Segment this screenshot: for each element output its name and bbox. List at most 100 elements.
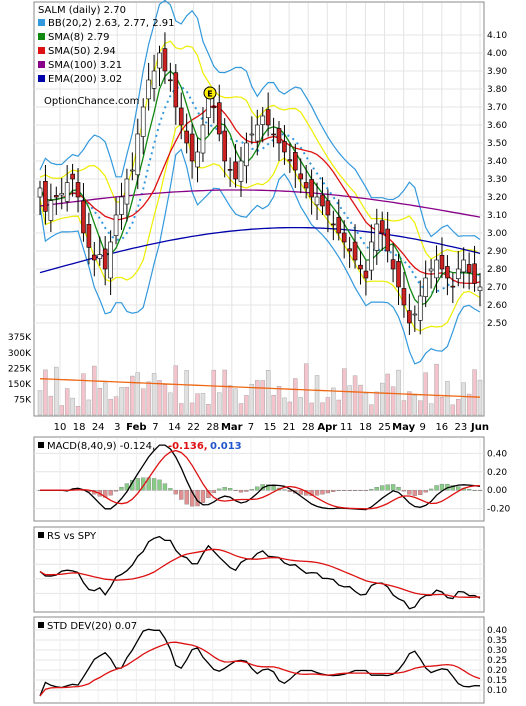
candle-body	[37, 187, 43, 198]
price-indicator-lines	[39, 0, 481, 365]
volume-bar	[434, 363, 439, 416]
volume-bar	[472, 369, 477, 416]
volume-bar	[385, 373, 390, 416]
macd-hist-bar	[347, 490, 352, 491]
volume-bars	[37, 363, 483, 416]
macd-hist-bar	[363, 490, 369, 491]
candle-body	[265, 109, 271, 126]
std-dev-average-line	[39, 641, 481, 697]
macd-hist-bar	[179, 490, 184, 500]
volume-bar	[37, 390, 43, 416]
volume-bar	[374, 391, 379, 416]
x-tick-label: Feb	[126, 422, 146, 433]
candle-body	[92, 254, 97, 261]
volume-tick-label: 225K	[8, 364, 32, 374]
volume-bar	[276, 386, 282, 416]
x-tick-label: 18	[359, 422, 372, 433]
candle-body	[379, 220, 385, 234]
macd-hist-bar	[108, 490, 113, 496]
bollinger-inner-lower-line	[39, 123, 481, 332]
candle-body	[206, 97, 211, 118]
x-tick-label: 15	[264, 422, 277, 433]
volume-bar	[217, 392, 222, 416]
y-tick-label: 3.80	[487, 85, 507, 95]
volume-bar	[227, 385, 233, 416]
macd-legend-swatch	[38, 442, 44, 448]
candle-body	[86, 224, 92, 248]
macd-hist-bar	[331, 490, 336, 492]
candle-body	[461, 259, 467, 273]
macd-hist-bar	[472, 489, 477, 491]
macd-tick-label: 0.00	[487, 486, 507, 496]
x-tick-label: 14	[168, 422, 181, 433]
std-tick-label: 0.30	[487, 646, 507, 656]
y-tick-label: 3.00	[487, 229, 507, 239]
volume-bar	[151, 373, 157, 416]
candle-body	[59, 193, 65, 196]
volume-bar	[293, 378, 298, 416]
candle-body	[238, 160, 244, 182]
x-tick-label: 28	[302, 422, 315, 433]
macd-hist-bar	[157, 479, 162, 491]
macd-hist-bar	[119, 486, 124, 491]
macd-lines	[40, 444, 481, 511]
macd-hist-bar	[352, 490, 358, 491]
x-tick-label: 21	[283, 422, 296, 433]
x-tick-label: 16	[435, 422, 448, 433]
std-lines	[39, 628, 481, 697]
candle-body	[282, 141, 287, 153]
volume-bar	[450, 404, 456, 416]
volume-bar	[102, 382, 108, 416]
x-tick-label: Apr	[317, 422, 337, 433]
candle-body	[254, 124, 260, 142]
macd-signal-value: -0.136,	[168, 441, 208, 452]
x-tick-label: 7	[152, 422, 158, 433]
candle-body	[244, 142, 249, 167]
candle-body	[227, 169, 233, 171]
candle-body	[249, 133, 255, 136]
volume-bar	[168, 392, 173, 416]
macd-hist-bar	[162, 483, 168, 491]
volume-bar	[124, 386, 130, 416]
candle-body	[412, 313, 418, 316]
volume-bar	[461, 382, 466, 416]
macd-hist-bar	[439, 483, 445, 491]
candle-body	[320, 194, 325, 207]
std-y-ticks: 0.400.350.300.250.200.150.10	[487, 626, 507, 696]
x-tick-label: 7	[248, 422, 254, 433]
candle-body	[450, 285, 456, 288]
candle-body	[97, 254, 103, 259]
volume-bar	[130, 375, 135, 416]
candle-body	[374, 223, 380, 251]
candle-body	[396, 261, 401, 288]
macd-hist-bar	[124, 483, 130, 491]
candle-body	[287, 159, 293, 162]
legend-swatch	[38, 19, 45, 26]
macd-hist-bar	[173, 490, 178, 495]
macd-hist-bar	[450, 485, 455, 491]
volume-bar	[173, 365, 179, 416]
candle-body	[466, 264, 472, 273]
y-tick-label: 2.90	[487, 247, 507, 257]
candle-body	[75, 182, 81, 198]
candle-body	[445, 266, 450, 279]
y-tick-label: 3.70	[487, 103, 507, 113]
rs-panel: RS vs SPY	[33, 526, 485, 613]
candle-body	[222, 130, 227, 162]
volume-bar	[412, 394, 418, 416]
volume-bar	[184, 370, 189, 416]
volume-bar	[298, 397, 303, 416]
x-tick-label: 9	[420, 422, 426, 433]
volume-bar	[260, 380, 265, 416]
y-tick-label: 2.50	[487, 319, 507, 329]
candle-body	[363, 270, 369, 279]
macd-hist-bar	[456, 486, 461, 491]
volume-bar	[43, 369, 48, 416]
legend-entry: EMA(200) 3.02	[48, 74, 122, 85]
candle-body	[135, 133, 141, 176]
macd-tick-label: -0.20	[487, 505, 511, 515]
volume-bar	[189, 402, 195, 416]
price-y-ticks: 4.10 4.00 3.90 3.80 3.70 3.60 3.50 3.40 3.30 3.20…	[487, 31, 507, 329]
macd-tick-label: 0.20	[487, 468, 507, 478]
volume-bar	[59, 405, 64, 416]
